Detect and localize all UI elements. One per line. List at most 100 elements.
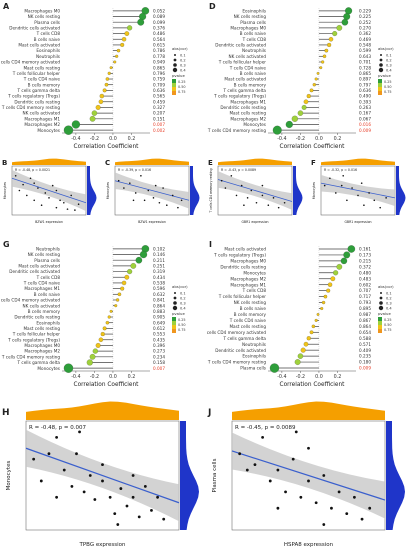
- row-label: T cells CD8: [242, 288, 267, 293]
- p-value-label: 0.234: [153, 354, 165, 359]
- lollipop-panel-i: I Mast cells activated 0.161 T cells regula…: [202, 238, 411, 390]
- lollipop-dot: [316, 71, 320, 75]
- lollipop-dot: [105, 320, 110, 325]
- lollipop-dot: [336, 263, 343, 270]
- size-legend-label: 0.3: [386, 301, 392, 305]
- lollipop-dot: [135, 256, 143, 264]
- lollipop-dot: [285, 120, 293, 129]
- p-value-label: 0.146: [153, 252, 165, 257]
- size-legend-label: 0.2: [180, 58, 186, 62]
- panel-label: I: [209, 240, 212, 249]
- lollipop-dot: [114, 304, 118, 308]
- size-legend-title: abs(cor): [172, 284, 188, 289]
- lollipop-panel-d: D Eosinophils 0.229 NK cells resting 0.225 Pl…: [206, 0, 411, 152]
- lollipop-dot: [303, 341, 309, 347]
- regression-line: [231, 450, 386, 501]
- lollipop-dot: [102, 88, 107, 93]
- p-value-label: 0.207: [153, 111, 165, 116]
- lollipop-dot: [301, 105, 307, 110]
- scatter-point: [346, 199, 348, 202]
- lollipop-chart: D Eosinophils 0.229 NK cells resting 0.225 Pl…: [207, 2, 394, 150]
- row-label: T cells follicular helper: [218, 294, 267, 299]
- scatter-point: [129, 182, 131, 184]
- lollipop-dot: [63, 125, 74, 135]
- p-value-label: 0.564: [153, 37, 165, 42]
- scatter-point: [294, 430, 298, 434]
- scatter-point: [70, 485, 74, 488]
- panel-label: A: [3, 2, 10, 11]
- p-value-label: 0.434: [153, 275, 165, 280]
- row-label: Macrophages M2: [230, 116, 266, 121]
- scatter-point: [119, 487, 123, 490]
- row-label: Dendritic cells resting: [220, 264, 266, 269]
- p-value-label: 0.867: [359, 318, 371, 323]
- scatter-point: [385, 197, 387, 199]
- row-label: NK cells resting: [234, 300, 267, 305]
- scatter-point: [272, 197, 275, 199]
- row-label: Mast cells activated: [18, 43, 60, 48]
- p-value-label: 0.161: [359, 247, 371, 252]
- lollipop-dot: [98, 99, 104, 104]
- p-value-label: 0.263: [359, 105, 371, 110]
- pvalue-colorbar-segment: [172, 87, 176, 91]
- p-value-label: 0.435: [153, 337, 165, 342]
- scatter-point: [268, 479, 272, 483]
- size-legend-label: 0.1: [386, 53, 392, 57]
- p-value-label: 0.636: [359, 88, 371, 93]
- x-tick-label: 0.2: [334, 374, 342, 380]
- scatter-point: [39, 479, 43, 483]
- x-axis-title: Correlation Coefficient: [280, 382, 346, 388]
- row-label: T cells CD4 naive: [23, 281, 61, 286]
- scatter-point: [116, 523, 120, 526]
- row-label: T cells CD4 memory activated: [206, 330, 266, 335]
- top-density: [115, 158, 189, 165]
- row-label: Plasma cells: [240, 366, 266, 371]
- regression-line: [217, 179, 293, 202]
- row-label: Macrophages M2: [24, 122, 60, 127]
- x-tick-label: -0.4: [277, 374, 286, 380]
- lollipop-dot: [124, 31, 130, 36]
- scatter-chart: B R = -0.48, p = 0.0021 BZW1 expression Mon…: [2, 158, 97, 224]
- lollipop-dot: [92, 348, 98, 354]
- pvalue-legend-label: 0.50: [178, 323, 186, 327]
- right-density: [190, 166, 200, 215]
- size-legend-dot: [172, 67, 178, 73]
- scatter-point: [113, 512, 117, 516]
- x-tick-label: -0.2: [90, 374, 99, 380]
- scatter-point: [261, 194, 264, 197]
- scatter-point: [125, 504, 129, 508]
- pvalue-legend-label: 0.25: [178, 318, 186, 322]
- x-axis-title: HSPA8 expression: [284, 542, 334, 548]
- row-label: B cells memory: [234, 82, 267, 87]
- scatter-point: [276, 468, 280, 472]
- row-label: B cells naive: [34, 292, 61, 297]
- scatter-point: [88, 474, 92, 477]
- p-value-label: 0.052: [153, 8, 165, 13]
- y-axis-title: Plasma cells: [212, 458, 218, 492]
- panel-label: H: [2, 408, 10, 418]
- row-label: T cells CD8: [36, 31, 61, 36]
- size-legend-label: 0.2: [386, 58, 392, 62]
- panel-label: C: [105, 159, 110, 167]
- row-label: Dendritic cells resting: [14, 315, 60, 320]
- right-density: [293, 166, 303, 215]
- row-label: T cells regulatory (Tregs): [7, 337, 60, 342]
- scatter-point: [245, 468, 249, 472]
- scatter-point: [261, 435, 264, 439]
- lollipop-dot: [120, 286, 125, 291]
- lollipop-dot: [115, 298, 120, 302]
- size-legend-label: 0.3: [180, 63, 186, 67]
- size-legend-label: 0.2: [180, 296, 186, 300]
- lollipop-dot: [336, 25, 343, 31]
- scatter-point: [137, 515, 141, 519]
- scatter-point: [357, 194, 359, 197]
- p-value-label: 0.865: [359, 71, 371, 76]
- regression-line: [320, 182, 396, 199]
- lollipop-dot: [71, 120, 80, 129]
- p-value-label: 0.225: [359, 14, 371, 19]
- scatter-point: [276, 506, 280, 510]
- row-label: T cells CD4 memory activated: [0, 298, 60, 303]
- p-value-label: 0.588: [359, 336, 371, 341]
- scatter-point: [235, 194, 238, 197]
- scatter-point: [132, 199, 135, 202]
